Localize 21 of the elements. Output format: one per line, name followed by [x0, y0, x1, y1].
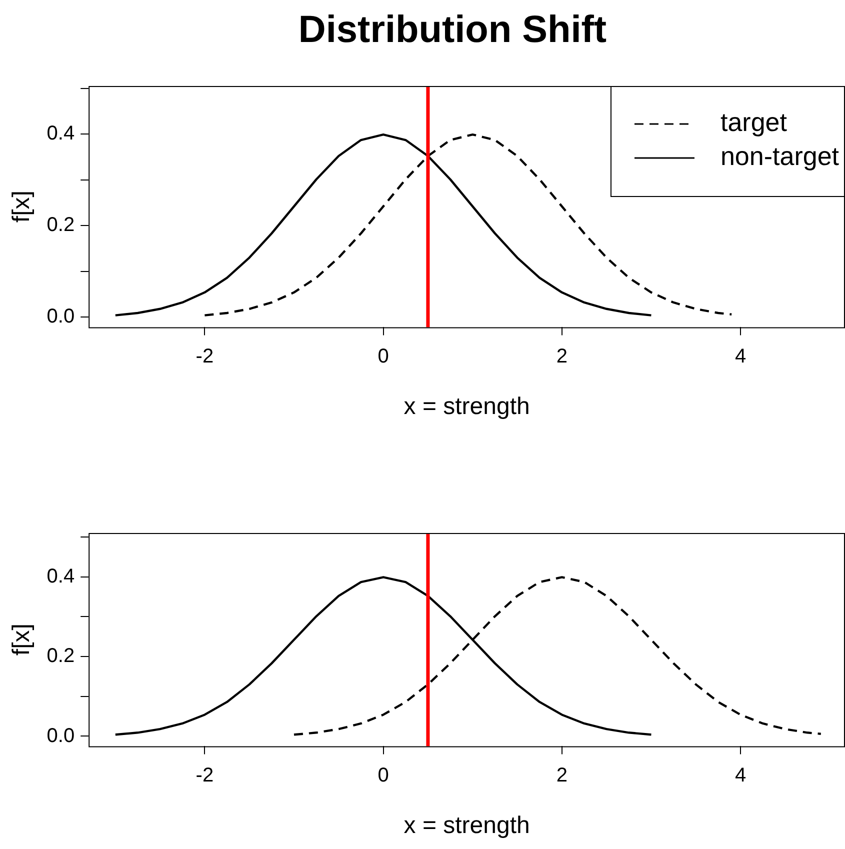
x-tick-label: 2	[556, 764, 568, 787]
legend-label: target	[720, 107, 788, 138]
x-tick-label: 2	[556, 346, 568, 368]
x-axis-title: x = strength	[404, 812, 530, 840]
x-tick-label: -2	[196, 346, 214, 368]
y-axis-title: f[x]	[8, 624, 36, 656]
y-tick-label: 0.0	[46, 724, 75, 747]
y-tick-label: 0.4	[46, 122, 75, 145]
y-tick-label: 0.0	[46, 306, 75, 328]
x-axis-title: x = strength	[404, 393, 530, 420]
chart-title: Distribution Shift	[297, 8, 608, 51]
x-tick-label: -2	[196, 764, 214, 787]
y-tick-label: 0.2	[46, 645, 75, 668]
x-tick-label: 0	[378, 764, 389, 787]
x-tick-label: 0	[378, 346, 389, 368]
x-tick-label: 4	[734, 764, 746, 787]
y-tick-label: 0.4	[46, 565, 75, 588]
x-tick-label: 4	[734, 346, 746, 368]
legend-label: non-target	[720, 141, 840, 172]
y-axis-title: f[x]	[8, 190, 36, 223]
y-tick-label: 0.2	[46, 214, 75, 236]
